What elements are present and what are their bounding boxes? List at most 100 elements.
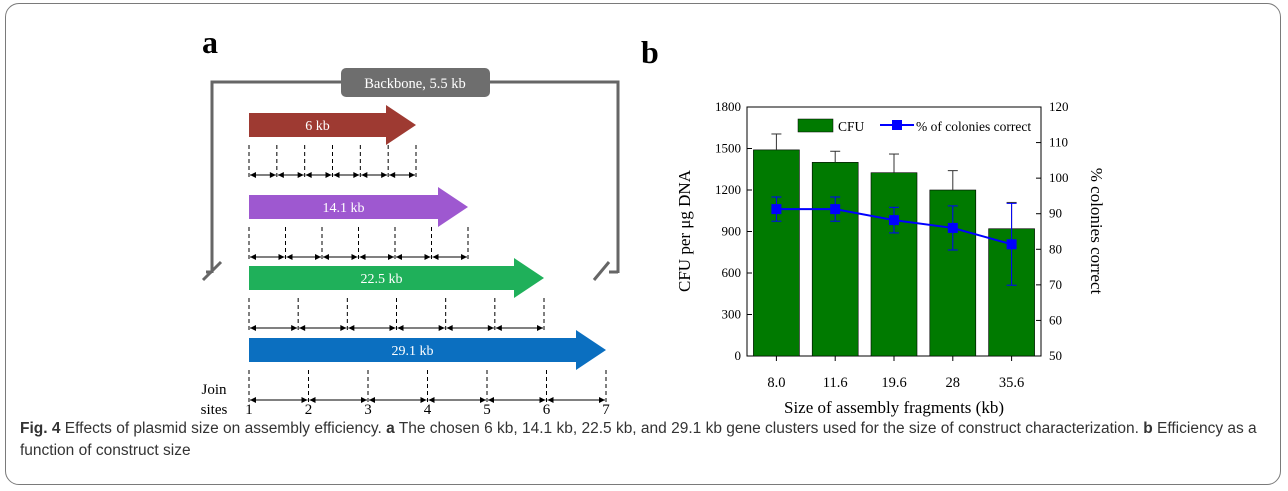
segment-arrowhead-right xyxy=(340,325,347,331)
percent-correct-line xyxy=(771,196,1017,286)
y-tick-label: 1200 xyxy=(715,182,741,197)
construct-arrow xyxy=(249,330,606,370)
segment-arrowhead-right xyxy=(438,325,445,331)
segment-arrowhead-left xyxy=(359,254,366,260)
segment-arrowhead-left xyxy=(396,254,402,260)
segment-arrowhead-left xyxy=(250,397,256,403)
cfu-bars xyxy=(753,133,1035,357)
cfu-bar xyxy=(811,162,859,357)
segment-arrowhead-right xyxy=(381,172,388,178)
figure-frame: a Backbone, 5.5 kb 6 kb 14.1 kb 22.5 kb 29.… xyxy=(5,3,1281,485)
construct-2: 14.1 kb xyxy=(248,187,469,261)
caption-b-text: Efficiency as a function of construct si… xyxy=(20,420,1257,459)
segment-arrowhead-right xyxy=(353,172,360,178)
y-tick-label: 300 xyxy=(722,307,742,322)
construct-arrow xyxy=(249,105,416,145)
segment-arrowhead-left xyxy=(488,397,494,403)
caption-title: Effects of plasmid size on assembly effi… xyxy=(64,420,382,437)
segment-arrowhead-left xyxy=(309,397,316,403)
x-tick-label: 8.0 xyxy=(767,375,785,391)
construct-arrows: 6 kb 14.1 kb 22.5 kb 29.1 kb xyxy=(248,105,607,404)
segment-arrowhead-left xyxy=(432,254,439,260)
segment-arrowhead-right xyxy=(291,325,298,331)
y-axis-label: CFU per μg DNA xyxy=(675,169,694,292)
percent-point xyxy=(771,204,782,215)
y-tick-label: 1500 xyxy=(715,141,741,156)
bar-line-chart: 0 300 600 900 1200 1500 1800 50 60 70 80 90 100 110 1… xyxy=(675,99,1106,417)
join-site-number: 2 xyxy=(305,402,313,418)
y2-tick-label: 50 xyxy=(1049,348,1062,363)
y2-tick-label: 100 xyxy=(1049,170,1069,185)
legend-line-marker xyxy=(892,120,902,130)
join-label-line1: Join xyxy=(201,382,227,398)
cfu-bar xyxy=(870,172,918,357)
x-tick-label: 11.6 xyxy=(823,375,848,391)
segment-arrowhead-right xyxy=(599,397,605,403)
segment-arrowhead-left xyxy=(286,254,293,260)
panel-b: b 0 300 600 900 1200 1500 1800 50 60 70 80 90 100 11… xyxy=(641,34,1106,417)
construct-label: 14.1 kb xyxy=(323,201,365,216)
caption-fig-label: Fig. 4 xyxy=(20,420,61,437)
segment-arrowhead-left xyxy=(250,254,256,260)
x-tick-label: 19.6 xyxy=(881,375,906,391)
backbone-label: Backbone, 5.5 kb xyxy=(364,76,465,92)
join-site-number: 3 xyxy=(364,402,372,418)
x-axis-ticks: 8.0 11.6 19.6 28 35.6 xyxy=(767,356,1024,391)
y-tick-label: 1800 xyxy=(715,99,741,114)
segment-arrowhead-right xyxy=(388,254,394,260)
caption-a-text: The chosen 6 kb, 14.1 kb, 22.5 kb, and 2… xyxy=(398,420,1139,437)
x-axis-label: Size of assembly fragments (kb) xyxy=(784,398,1004,417)
join-site-number: 5 xyxy=(483,402,491,418)
segment-arrowhead-right xyxy=(389,325,396,331)
y2-tick-label: 90 xyxy=(1049,206,1062,221)
segment-arrowhead-right xyxy=(325,172,332,178)
percent-point xyxy=(830,204,841,215)
caption-b-label: b xyxy=(1143,420,1153,437)
join-label-line2: sites xyxy=(201,402,228,418)
segment-arrowhead-left xyxy=(333,172,340,178)
y2-tick-label: 80 xyxy=(1049,241,1062,256)
segment-arrowhead-right xyxy=(409,172,415,178)
construct-label: 22.5 kb xyxy=(361,272,403,287)
segment-arrowhead-left xyxy=(446,325,453,331)
segment-arrowhead-left xyxy=(389,172,396,178)
chart-legend: CFU % of colonies correct xyxy=(797,118,1031,134)
segment-arrowhead-right xyxy=(269,172,276,178)
y-tick-label: 600 xyxy=(722,265,742,280)
legend-percent-label: % of colonies correct xyxy=(916,119,1031,134)
percent-point xyxy=(1006,239,1017,250)
y-tick-label: 900 xyxy=(722,224,742,239)
construct-label: 6 kb xyxy=(305,119,330,134)
construct-4: 29.1 kb xyxy=(248,330,607,404)
percent-point xyxy=(947,222,958,233)
y2-tick-label: 60 xyxy=(1049,312,1062,327)
right-axis-ticks: 50 60 70 80 90 100 110 120 xyxy=(1036,99,1069,363)
segment-arrowhead-left xyxy=(369,397,375,403)
segment-arrowhead-right xyxy=(420,397,427,403)
join-site-numbers: 1 2 3 4 5 6 7 xyxy=(245,402,610,418)
legend-cfu-label: CFU xyxy=(838,119,865,134)
construct-3: 22.5 kb xyxy=(248,258,545,332)
construct-1: 6 kb xyxy=(248,105,417,179)
left-axis-ticks: 0 300 600 900 1200 1500 1800 xyxy=(715,99,752,363)
segment-arrowhead-right xyxy=(487,325,494,331)
figure-caption: Fig. 4 Effects of plasmid size on assemb… xyxy=(20,418,1270,462)
y-tick-label: 0 xyxy=(735,348,742,363)
segment-arrowhead-left xyxy=(428,397,435,403)
segment-arrowhead-right xyxy=(539,397,546,403)
segment-arrowhead-right xyxy=(351,254,358,260)
x-tick-label: 28 xyxy=(946,375,961,391)
segment-arrowhead-left xyxy=(250,325,256,331)
y2-tick-label: 120 xyxy=(1049,99,1069,114)
percent-point xyxy=(889,215,899,226)
legend-cfu-swatch xyxy=(797,118,834,133)
join-site-number: 7 xyxy=(602,402,610,418)
segment-arrowhead-left xyxy=(250,172,256,178)
segment-arrowhead-left xyxy=(397,325,404,331)
segment-arrowhead-right xyxy=(297,172,304,178)
panel-a-label: a xyxy=(202,24,218,60)
segment-arrowhead-right xyxy=(278,254,285,260)
join-site-number: 1 xyxy=(245,402,253,418)
segment-arrowhead-left xyxy=(361,172,368,178)
y2-tick-label: 110 xyxy=(1049,135,1068,150)
